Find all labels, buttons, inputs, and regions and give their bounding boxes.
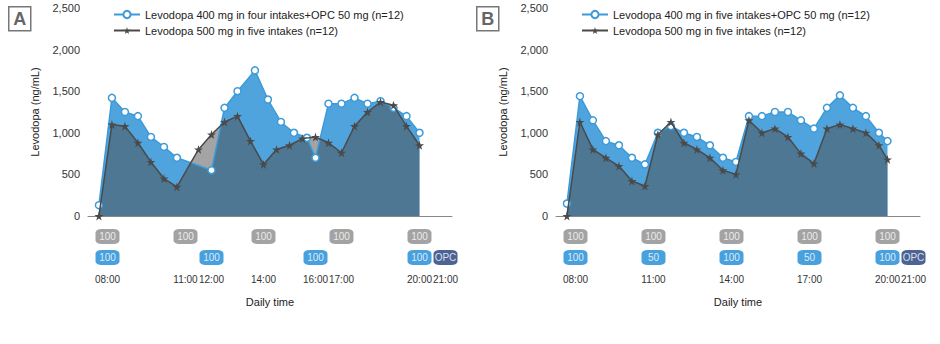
svg-text:100: 100: [255, 231, 272, 242]
svg-text:Levodopa 500 mg in five intake: Levodopa 500 mg in five intakes (n=12): [613, 25, 806, 37]
svg-text:100: 100: [411, 252, 428, 263]
svg-text:50: 50: [648, 252, 660, 263]
svg-text:08:00: 08:00: [95, 274, 120, 285]
svg-text:17:00: 17:00: [329, 274, 354, 285]
svg-text:20:00: 20:00: [407, 274, 432, 285]
svg-text:11:00: 11:00: [641, 274, 666, 285]
svg-text:2,000: 2,000: [52, 44, 80, 56]
svg-text:100: 100: [645, 231, 662, 242]
svg-text:1,500: 1,500: [520, 85, 548, 97]
svg-text:11:00: 11:00: [173, 274, 198, 285]
svg-text:2,500: 2,500: [520, 2, 548, 14]
svg-text:100: 100: [411, 231, 428, 242]
svg-text:100: 100: [333, 231, 350, 242]
svg-text:Levodopa 400 mg in four intake: Levodopa 400 mg in four intakes+OPC 50 m…: [145, 9, 404, 21]
svg-text:0: 0: [542, 210, 548, 222]
svg-text:08:00: 08:00: [563, 274, 588, 285]
svg-text:16:00: 16:00: [303, 274, 328, 285]
svg-text:100: 100: [801, 231, 818, 242]
svg-text:100: 100: [879, 252, 896, 263]
svg-text:14:00: 14:00: [719, 274, 744, 285]
svg-text:20:00: 20:00: [875, 274, 900, 285]
svg-text:500: 500: [62, 168, 80, 180]
svg-text:OPC: OPC: [903, 252, 925, 263]
svg-text:2,000: 2,000: [520, 44, 548, 56]
svg-text:21:00: 21:00: [433, 274, 458, 285]
svg-text:0: 0: [74, 210, 80, 222]
svg-text:100: 100: [203, 252, 220, 263]
svg-text:100: 100: [567, 252, 584, 263]
svg-text:1,000: 1,000: [520, 127, 548, 139]
svg-text:Levodopa (ng/mL): Levodopa (ng/mL): [497, 67, 509, 156]
svg-text:21:00: 21:00: [901, 274, 926, 285]
svg-text:OPC: OPC: [435, 252, 457, 263]
svg-text:100: 100: [723, 231, 740, 242]
svg-text:12:00: 12:00: [199, 274, 224, 285]
svg-text:1,000: 1,000: [52, 127, 80, 139]
svg-text:50: 50: [804, 252, 816, 263]
svg-text:100: 100: [99, 252, 116, 263]
svg-text:Levodopa (ng/mL): Levodopa (ng/mL): [29, 67, 41, 156]
svg-text:2,500: 2,500: [52, 2, 80, 14]
svg-text:17:00: 17:00: [797, 274, 822, 285]
svg-text:100: 100: [567, 231, 584, 242]
svg-text:B: B: [481, 9, 494, 29]
svg-text:100: 100: [879, 231, 896, 242]
svg-text:14:00: 14:00: [251, 274, 276, 285]
svg-text:Daily time: Daily time: [714, 296, 762, 308]
svg-text:Daily time: Daily time: [246, 296, 294, 308]
svg-text:1,500: 1,500: [52, 85, 80, 97]
svg-text:Levodopa 400 mg in five intake: Levodopa 400 mg in five intakes+OPC 50 m…: [613, 9, 870, 21]
svg-text:100: 100: [99, 231, 116, 242]
svg-text:500: 500: [530, 168, 548, 180]
svg-text:100: 100: [307, 252, 324, 263]
svg-text:100: 100: [177, 231, 194, 242]
svg-text:100: 100: [723, 252, 740, 263]
svg-text:Levodopa 500 mg in five intake: Levodopa 500 mg in five intakes (n=12): [145, 25, 338, 37]
svg-text:A: A: [13, 9, 26, 29]
